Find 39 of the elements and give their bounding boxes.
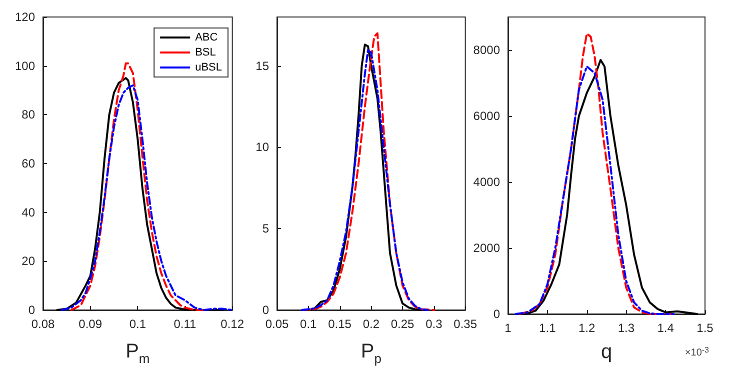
x-tick-label: 1.2 xyxy=(578,321,596,335)
x-tick-label: 0.11 xyxy=(174,317,197,331)
x-tick-label: 1.5 xyxy=(696,321,714,335)
x-tick-label: 0.09 xyxy=(78,317,102,331)
x-tick-label: 0.05 xyxy=(265,317,289,331)
x-tick-label: 0.25 xyxy=(390,317,415,331)
y-tick-label: 60 xyxy=(22,156,36,170)
y-tick-label: 8000 xyxy=(473,43,500,57)
y-tick-label: 0 xyxy=(493,307,500,321)
y-tick-label: 5 xyxy=(262,222,270,236)
y-tick-label: 15 xyxy=(256,58,270,73)
x-tick-label: 0.1 xyxy=(129,317,146,331)
y-tick-label: 80 xyxy=(22,108,36,122)
y-tick-label: 120 xyxy=(14,10,36,24)
y-tick-label: 100 xyxy=(14,58,36,73)
legend-label: BSL xyxy=(195,46,216,58)
x-tick-label: 1.3 xyxy=(618,321,635,335)
y-tick-label: 20 xyxy=(22,254,36,268)
x-tick-label: 1.1 xyxy=(539,321,556,335)
x-axis-title: q xyxy=(600,341,612,363)
y-tick-label: 10 xyxy=(256,140,270,154)
y-tick-label: 4000 xyxy=(473,175,500,189)
x-tick-label: 0.35 xyxy=(454,317,478,331)
line-series xyxy=(514,58,698,315)
y-tick-label: 2000 xyxy=(473,241,500,255)
y-tick-label: 0 xyxy=(262,303,270,317)
x-tick-label: 0.2 xyxy=(362,317,380,331)
legend-label: ABC xyxy=(195,32,218,44)
x-tick-label: 0.1 xyxy=(300,317,318,331)
x-tick-label: 1 xyxy=(504,321,512,335)
legend-label: uBSL xyxy=(195,62,222,74)
y-tick-label: 6000 xyxy=(473,109,500,123)
x-tick-label: 0.12 xyxy=(220,317,244,331)
x-tick-label: 1.4 xyxy=(657,321,674,335)
x-tick-label: 0.3 xyxy=(426,317,443,331)
x-tick-label: 0.15 xyxy=(328,317,352,331)
y-tick-label: 0 xyxy=(28,303,36,317)
y-tick-label: 40 xyxy=(22,205,36,220)
x-tick-label: 0.08 xyxy=(31,317,55,331)
